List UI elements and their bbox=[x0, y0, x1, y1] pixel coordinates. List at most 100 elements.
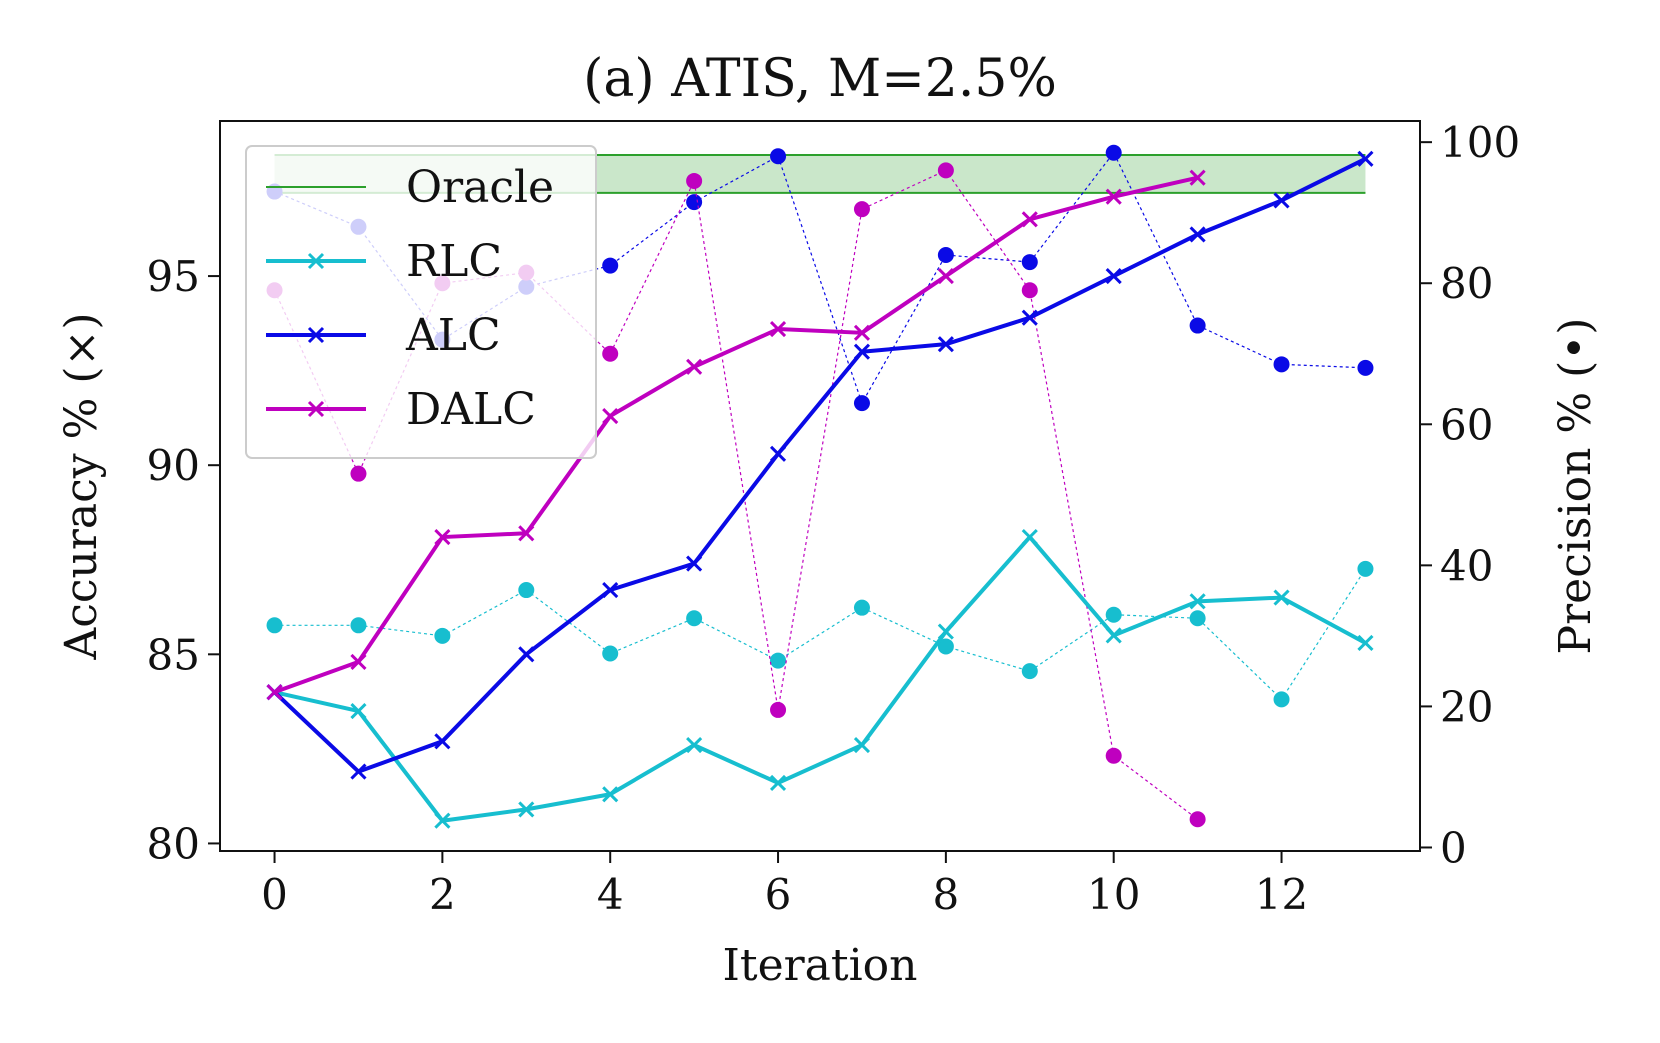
rlc-precision-point bbox=[350, 617, 367, 634]
x-tick-label: 4 bbox=[597, 870, 624, 919]
dalc-accuracy-point bbox=[518, 525, 535, 542]
y2-tick-label: 0 bbox=[1440, 823, 1467, 872]
rlc-precision-point bbox=[518, 582, 535, 599]
dalc-accuracy-point bbox=[266, 684, 283, 701]
dalc-accuracy-point bbox=[853, 324, 871, 341]
alc-accuracy-point bbox=[853, 343, 871, 360]
y-axis-right: 0 20 40 60 80 100 bbox=[1420, 118, 1520, 872]
alc-precision-point bbox=[1105, 144, 1122, 161]
alc-accuracy-point bbox=[769, 445, 787, 462]
alc-precision-point bbox=[770, 148, 787, 165]
rlc-accuracy-point bbox=[937, 623, 954, 640]
rlc-accuracy-point bbox=[518, 801, 535, 818]
alc-accuracy-point bbox=[1105, 268, 1122, 285]
dalc-precision-point bbox=[937, 162, 954, 179]
alc-accuracy-point bbox=[1189, 226, 1206, 243]
x-tick-label: 2 bbox=[429, 870, 456, 919]
x-tick-label: 0 bbox=[261, 870, 288, 919]
y2-tick-label: 40 bbox=[1440, 541, 1493, 590]
alc-accuracy-point bbox=[350, 763, 367, 780]
rlc-accuracy-series bbox=[266, 529, 1374, 829]
legend-alc-marker bbox=[307, 326, 325, 344]
legend-oracle-label: Oracle bbox=[406, 162, 554, 213]
alc-accuracy-point bbox=[602, 581, 619, 599]
dalc-accuracy-point bbox=[686, 358, 703, 375]
rlc-accuracy-point bbox=[1189, 593, 1206, 610]
alc-precision-point bbox=[686, 194, 703, 211]
y2-tick-label: 80 bbox=[1440, 259, 1493, 308]
rlc-precision-point bbox=[1273, 691, 1290, 708]
alc-accuracy-point bbox=[937, 336, 954, 353]
dalc-precision-point bbox=[853, 201, 870, 218]
rlc-accuracy-point bbox=[1105, 627, 1122, 644]
alc-accuracy-point bbox=[434, 733, 451, 750]
x-tick-label: 10 bbox=[1087, 870, 1140, 919]
dalc-precision-point bbox=[1021, 282, 1038, 299]
dalc-accuracy-point bbox=[1021, 211, 1038, 228]
alc-accuracy-point bbox=[1021, 309, 1038, 326]
x-tick-label: 12 bbox=[1255, 870, 1308, 919]
y2-axis-label: Precision % (•) bbox=[1550, 318, 1601, 655]
y-tick-label: 80 bbox=[147, 819, 200, 868]
rlc-accuracy-point bbox=[602, 786, 619, 803]
dalc-accuracy-point bbox=[350, 653, 367, 670]
dalc-accuracy-point bbox=[434, 529, 451, 546]
alc-precision-point bbox=[937, 247, 954, 264]
alc-accuracy-point bbox=[1357, 150, 1374, 167]
legend-dalc-marker bbox=[307, 400, 325, 418]
dalc-precision-point bbox=[350, 465, 367, 482]
alc-accuracy-point bbox=[518, 646, 535, 663]
rlc-accuracy-point bbox=[853, 737, 871, 754]
rlc-accuracy-point bbox=[434, 812, 451, 829]
y-axis-label: Accuracy % (×) bbox=[56, 312, 107, 660]
rlc-precision-point bbox=[686, 610, 703, 627]
dalc-accuracy-point bbox=[1105, 188, 1122, 205]
dalc-accuracy-point bbox=[602, 407, 619, 425]
x-tick-label: 8 bbox=[933, 870, 960, 919]
rlc-accuracy-point bbox=[686, 737, 703, 754]
rlc-accuracy-point bbox=[1357, 634, 1374, 652]
legend-box bbox=[245, 145, 597, 459]
alc-accuracy-line bbox=[273, 157, 1367, 774]
dalc-accuracy-point bbox=[937, 268, 954, 285]
y-axis-left: 80 85 90 95 bbox=[147, 252, 220, 868]
rlc-accuracy-point bbox=[1273, 589, 1290, 606]
dalc-precision-point bbox=[602, 345, 619, 362]
alc-precision-point bbox=[853, 395, 870, 412]
rlc-accuracy-point bbox=[350, 702, 367, 720]
y-tick-label: 90 bbox=[147, 441, 200, 490]
rlc-precision-point bbox=[266, 617, 283, 634]
y2-tick-label: 100 bbox=[1440, 118, 1520, 167]
rlc-precision-point bbox=[602, 645, 619, 662]
rlc-precision-point bbox=[770, 652, 787, 669]
dalc-accuracy-line bbox=[273, 175, 1199, 695]
dalc-accuracy-point bbox=[1189, 169, 1206, 186]
dalc-precision-point bbox=[1105, 747, 1122, 764]
rlc-accuracy-point bbox=[769, 774, 787, 791]
chart-title: (a) ATIS, M=2.5% bbox=[583, 49, 1057, 109]
dalc-accuracy-point bbox=[769, 320, 787, 338]
x-axis-label: Iteration bbox=[723, 940, 918, 991]
y-tick-label: 85 bbox=[147, 630, 200, 679]
rlc-accuracy-line bbox=[274, 535, 1367, 823]
legend-alc-label: ALC bbox=[405, 310, 501, 361]
rlc-accuracy-point bbox=[1021, 529, 1038, 546]
dalc-accuracy-series bbox=[266, 169, 1206, 701]
y-tick-label: 95 bbox=[147, 252, 200, 301]
dalc-precision-point bbox=[686, 172, 703, 189]
alc-precision-point bbox=[602, 257, 619, 274]
y2-tick-label: 60 bbox=[1440, 400, 1493, 449]
dalc-precision-point bbox=[1189, 811, 1206, 828]
legend-rlc-marker bbox=[307, 252, 325, 270]
rlc-precision-point bbox=[1357, 560, 1374, 577]
rlc-precision-point bbox=[1021, 663, 1038, 680]
legend: Oracle RLC ALC DALC bbox=[245, 145, 597, 459]
legend-dalc-label: DALC bbox=[406, 384, 536, 435]
rlc-precision-series bbox=[266, 560, 1374, 708]
x-axis: 0 2 4 6 8 10 12 bbox=[261, 851, 1308, 919]
rlc-precision-point bbox=[853, 599, 870, 616]
alc-accuracy-point bbox=[686, 555, 703, 572]
alc-precision-point bbox=[1357, 359, 1374, 376]
